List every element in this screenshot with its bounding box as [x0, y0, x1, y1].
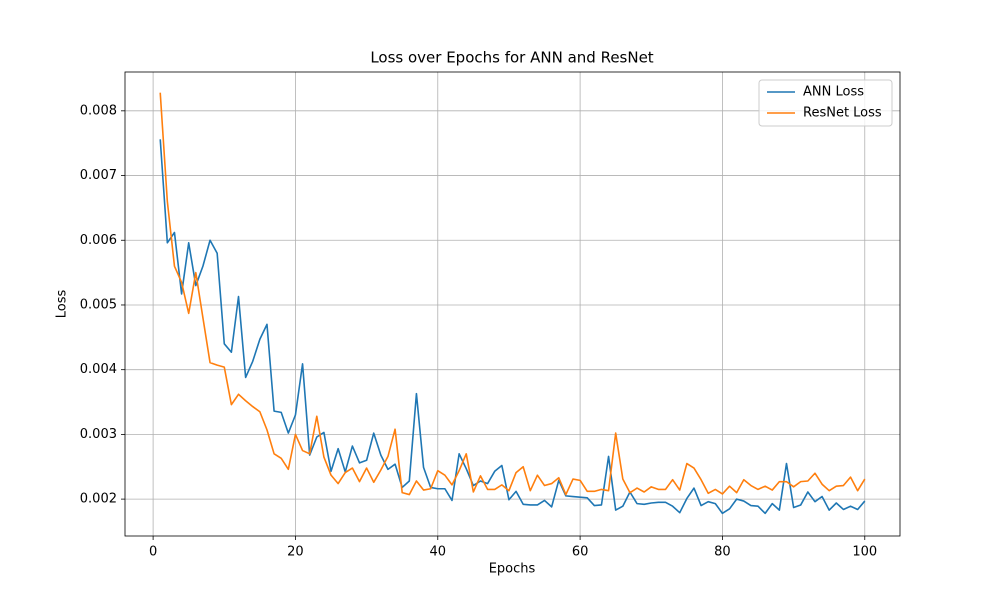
- x-tick-label: 60: [572, 545, 589, 560]
- x-tick-label: 100: [852, 545, 877, 560]
- chart-title: Loss over Epochs for ANN and ResNet: [370, 49, 653, 67]
- x-tick-label: 80: [714, 545, 731, 560]
- line: [159, 92, 866, 496]
- line: [159, 139, 866, 515]
- y-tick-label: 0.002: [80, 492, 117, 507]
- y-tick-label: 0.007: [80, 168, 117, 183]
- y-tick-label: 0.003: [80, 427, 117, 442]
- plot-frame: [124, 71, 901, 537]
- legend-label: ANN Loss: [803, 85, 864, 100]
- x-axis-label: Epochs: [489, 562, 536, 577]
- x-tick-label: 40: [430, 545, 447, 560]
- legend-label: ResNet Loss: [803, 106, 882, 121]
- y-tick-label: 0.006: [80, 233, 117, 248]
- y-tick-label: 0.005: [80, 297, 117, 312]
- y-tick-label: 0.008: [80, 103, 117, 118]
- y-axis-label: Loss: [55, 290, 70, 319]
- legend: ANN Loss ResNet Loss: [758, 79, 893, 127]
- x-tick-label: 0: [149, 545, 157, 560]
- y-tick-label: 0.004: [80, 362, 117, 377]
- x-tick-label: 20: [287, 545, 304, 560]
